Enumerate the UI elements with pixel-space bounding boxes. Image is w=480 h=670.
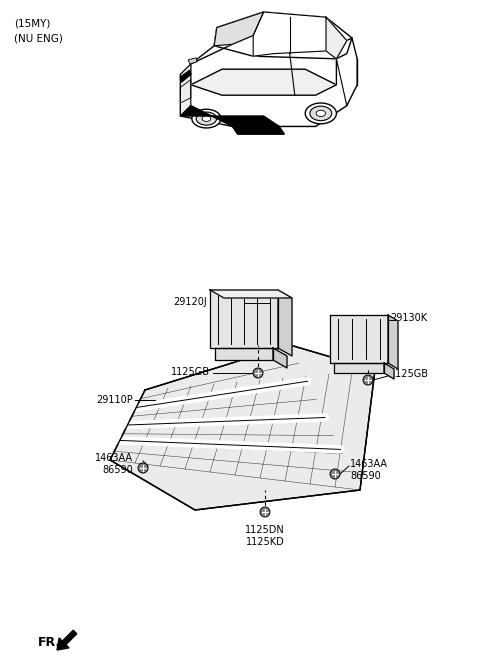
Polygon shape xyxy=(214,12,352,59)
Polygon shape xyxy=(214,12,264,46)
Ellipse shape xyxy=(192,109,221,128)
Polygon shape xyxy=(326,17,347,59)
Polygon shape xyxy=(278,290,292,356)
Polygon shape xyxy=(180,85,191,116)
Polygon shape xyxy=(334,363,384,373)
Polygon shape xyxy=(110,345,375,510)
Text: 29130K: 29130K xyxy=(390,313,427,323)
Polygon shape xyxy=(180,106,279,127)
Ellipse shape xyxy=(310,106,332,121)
Polygon shape xyxy=(232,127,284,134)
Polygon shape xyxy=(273,348,287,368)
Polygon shape xyxy=(330,315,388,363)
Polygon shape xyxy=(388,315,398,369)
Text: 29120J: 29120J xyxy=(173,297,207,307)
Text: 1463AA: 1463AA xyxy=(350,459,388,469)
Polygon shape xyxy=(384,363,394,379)
Circle shape xyxy=(330,469,340,479)
Polygon shape xyxy=(191,69,347,127)
Ellipse shape xyxy=(202,116,211,121)
Circle shape xyxy=(138,463,148,473)
Text: 1125GB: 1125GB xyxy=(390,369,429,379)
Text: 29110P: 29110P xyxy=(96,395,133,405)
Text: (NU ENG): (NU ENG) xyxy=(14,33,63,43)
Text: 1463AA: 1463AA xyxy=(95,453,133,463)
Text: 1125DN: 1125DN xyxy=(245,525,285,535)
Polygon shape xyxy=(210,290,292,298)
Polygon shape xyxy=(215,348,273,360)
Polygon shape xyxy=(180,64,191,116)
Ellipse shape xyxy=(316,111,325,117)
Polygon shape xyxy=(180,12,357,127)
Ellipse shape xyxy=(196,112,216,125)
Polygon shape xyxy=(188,58,197,64)
Ellipse shape xyxy=(305,103,336,124)
Text: 86590: 86590 xyxy=(102,465,133,475)
Polygon shape xyxy=(180,70,191,82)
Text: 1125GB: 1125GB xyxy=(171,367,210,377)
Text: (15MY): (15MY) xyxy=(14,18,50,28)
Text: 86590: 86590 xyxy=(350,471,381,481)
Polygon shape xyxy=(253,12,347,56)
Circle shape xyxy=(253,368,263,378)
FancyArrow shape xyxy=(57,630,77,650)
Circle shape xyxy=(363,375,373,385)
Text: FR.: FR. xyxy=(38,636,61,649)
Circle shape xyxy=(260,507,270,517)
Polygon shape xyxy=(210,290,278,348)
Text: 1125KD: 1125KD xyxy=(246,537,284,547)
